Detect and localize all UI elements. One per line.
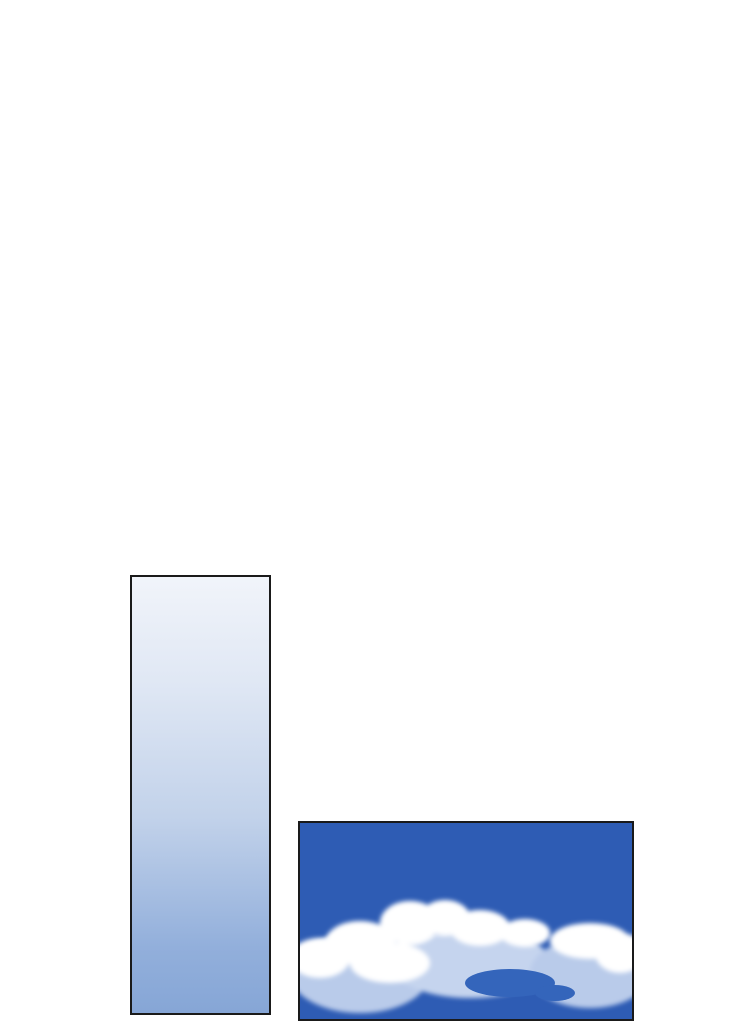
gradient-sky-panel [130,575,271,1015]
cloud-highlights [300,900,632,983]
sky-gaps [465,969,575,1001]
clouds-illustration [300,900,632,1013]
cloud-sky-panel [298,821,634,1021]
